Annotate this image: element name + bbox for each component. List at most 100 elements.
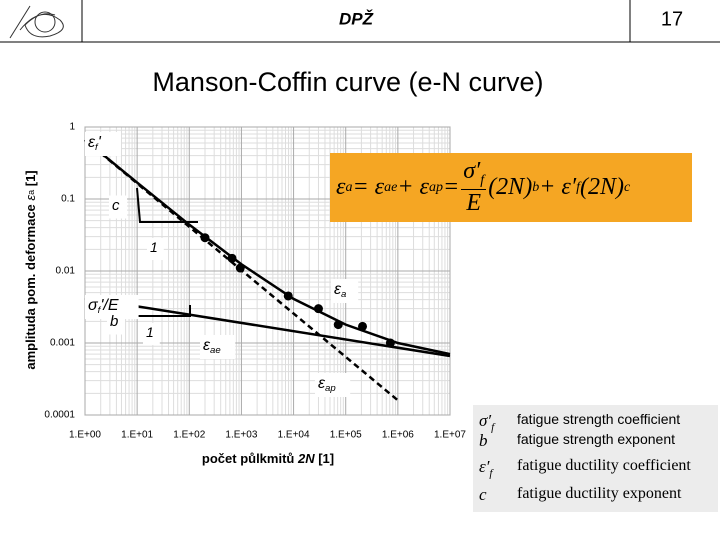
- data-point: [283, 291, 293, 301]
- annotation: εae: [203, 337, 221, 355]
- x-tick-label: 1.E+04: [278, 430, 310, 441]
- legend-text: fatigue strength exponent: [517, 431, 676, 447]
- legend-symbol-text: b: [479, 431, 488, 450]
- annotation-bg: [315, 373, 351, 397]
- data-point: [227, 253, 237, 263]
- formula-text: (2N): [579, 174, 624, 200]
- annotation: σf'/E: [88, 297, 119, 315]
- formula-sup: c: [623, 179, 631, 195]
- annotation-suffix: '/E: [100, 297, 119, 314]
- x-axis-label-unit: [1]: [315, 451, 335, 466]
- data-point: [313, 304, 323, 314]
- slide-title: Manson-Coffin curve (e-N curve): [152, 67, 543, 97]
- data-point: [358, 321, 368, 331]
- x-tick-label: 1.E+06: [382, 430, 414, 441]
- legend: σ′f fatigue strength coefficient b fatigue …: [473, 405, 718, 512]
- annotation-bg: [200, 335, 236, 359]
- annotation-symbol: c: [112, 197, 120, 214]
- y-tick-label: 0.1: [61, 194, 75, 205]
- formula-text: (2N): [488, 174, 533, 200]
- legend-symbol-text: ε′: [479, 457, 490, 476]
- y-tick-label: 0.001: [50, 338, 75, 349]
- annotation-bg: [143, 323, 160, 345]
- formula-numerator: σ′f: [461, 158, 487, 190]
- annotation-bg: [85, 132, 121, 156]
- annotation-suffix: ': [98, 134, 102, 151]
- annotation: c: [112, 197, 120, 214]
- annotation-symbol: σ: [88, 297, 99, 314]
- x-tick-label: 1.E+02: [173, 430, 205, 441]
- formula-sub: f: [576, 179, 580, 195]
- formula-sup: b: [532, 179, 540, 195]
- y-axis-label-var: ε: [23, 195, 38, 201]
- annotation-symbol: 1: [146, 324, 154, 340]
- formula-sub: a: [345, 179, 353, 195]
- legend-symbol-sub: f: [491, 421, 495, 434]
- annotation-bg: [107, 311, 125, 335]
- formula-text: + ε′: [539, 174, 577, 200]
- y-axis-label: amplituda pom. deformace εa [1]: [23, 170, 38, 369]
- annotation: 1: [150, 239, 158, 255]
- annotation-bg: [147, 238, 164, 260]
- annotation: 1: [146, 324, 154, 340]
- slope-triangle: [136, 187, 198, 223]
- annotation-symbol: 1: [150, 239, 158, 255]
- x-tick-label: 1.E+05: [330, 430, 362, 441]
- formula-sub: ae: [384, 179, 398, 195]
- formula-fraction: σ′f E: [461, 158, 487, 217]
- annotation-sub: ap: [325, 383, 336, 394]
- y-tick-label: 1: [69, 122, 75, 133]
- legend-text: fatigue ductility coefficient: [517, 457, 691, 474]
- formula-text: + ε: [397, 174, 429, 200]
- header-title: DPŽ: [339, 9, 374, 28]
- formula-text: =: [443, 174, 460, 200]
- annotation-sub: ae: [210, 345, 221, 356]
- annotation: b: [110, 313, 118, 330]
- annotation-symbol: b: [110, 313, 118, 330]
- data-point: [385, 338, 395, 348]
- legend-symbol: c: [479, 485, 517, 505]
- y-tick-label: 0.01: [56, 266, 76, 277]
- x-tick-label: 1.E+00: [69, 430, 101, 441]
- formula-sub: ap: [429, 179, 443, 195]
- formula-text: ε: [336, 174, 346, 200]
- data-point: [333, 320, 343, 330]
- x-axis-label-text: počet půlkmitů: [202, 451, 298, 466]
- x-tick-label: 1.E+07: [434, 430, 466, 441]
- legend-row: c fatigue ductility exponent: [479, 485, 681, 505]
- legend-row: b fatigue strength exponent: [479, 431, 675, 451]
- annotation-bg: [109, 195, 127, 219]
- annotation-sub: a: [341, 289, 346, 300]
- legend-symbol-sub: f: [489, 467, 493, 480]
- x-axis-label: počet půlkmitů 2N [1]: [202, 451, 334, 466]
- legend-row: ε′f fatigue ductility coefficient: [479, 457, 691, 479]
- annotation-sub: f: [98, 305, 102, 316]
- annotation-symbol: ε: [318, 375, 326, 392]
- formula-num-sub: f: [480, 172, 485, 188]
- legend-symbol-text: σ′: [479, 411, 492, 430]
- legend-symbol-text: c: [479, 485, 487, 504]
- x-axis-label-var: 2N: [297, 451, 315, 466]
- annotation: εf': [88, 134, 102, 152]
- annotation-sub: f: [95, 142, 99, 153]
- y-tick-label: 0.0001: [44, 410, 75, 421]
- annotation: εa: [334, 281, 346, 299]
- legend-symbol: ε′f: [479, 457, 517, 479]
- x-tick-label: 1.E+03: [225, 430, 257, 441]
- legend-text: fatigue ductility exponent: [517, 485, 682, 502]
- logo: [9, 5, 64, 39]
- formula-num-symbol: σ′: [463, 158, 481, 185]
- legend-row: σ′f fatigue strength coefficient: [479, 411, 680, 433]
- page-number: 17: [661, 8, 683, 30]
- y-axis-label-sub: a: [26, 190, 36, 195]
- legend-symbol: b: [479, 431, 517, 451]
- y-axis-label-unit: [1]: [23, 170, 38, 190]
- x-tick-label: 1.E+01: [121, 430, 153, 441]
- data-point: [200, 233, 210, 243]
- data-point: [235, 263, 245, 273]
- formula-denominator: E: [466, 189, 482, 216]
- formula-text: = ε: [352, 174, 385, 200]
